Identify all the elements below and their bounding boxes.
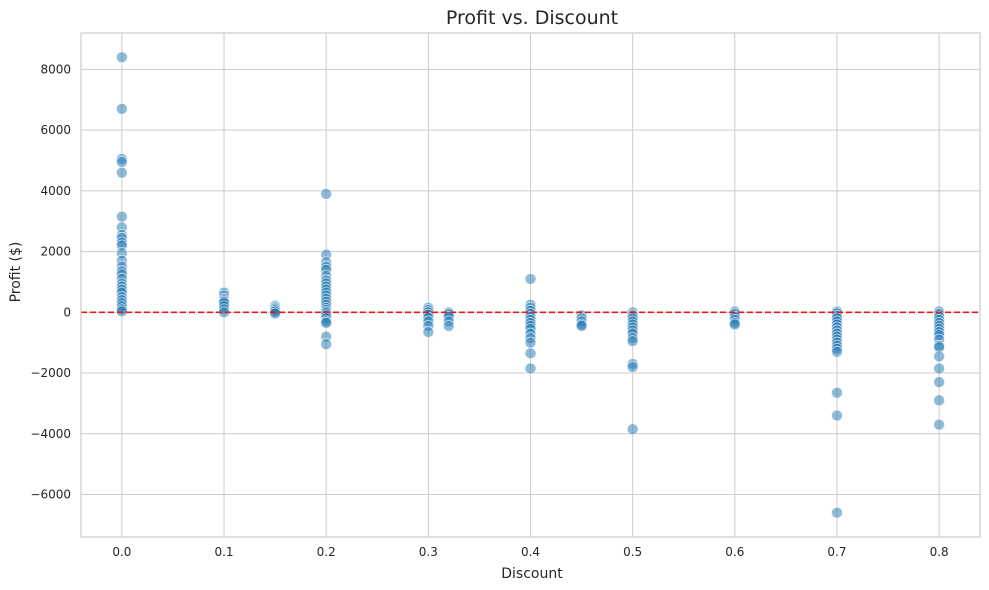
y-tick-label: 6000 xyxy=(40,123,71,137)
y-tick-label: −2000 xyxy=(30,366,71,380)
x-tick-label: 0.0 xyxy=(112,545,131,559)
y-tick-label: 8000 xyxy=(40,62,71,76)
x-gridlines xyxy=(121,33,940,537)
y-axis-label: Profit ($) xyxy=(8,242,24,303)
y-tick-label: 0 xyxy=(63,305,71,319)
x-tick-label: 0.7 xyxy=(827,545,846,559)
chart-title: Profit vs. Discount xyxy=(446,7,618,29)
data-point xyxy=(320,317,333,329)
data-point xyxy=(422,326,435,338)
data-point xyxy=(115,166,128,179)
y-tick-labels: −6000 −4000 −2000 0 2000 4000 6000 8000 xyxy=(30,62,71,501)
data-point xyxy=(115,51,128,64)
y-tick-label: −6000 xyxy=(30,487,71,501)
x-tick-label: 0.6 xyxy=(725,545,744,559)
data-point xyxy=(831,386,843,399)
data-point xyxy=(626,361,639,373)
data-point xyxy=(115,210,128,223)
data-points xyxy=(115,51,946,519)
data-point xyxy=(320,338,333,351)
data-point xyxy=(115,305,128,318)
data-point xyxy=(933,394,946,407)
data-point xyxy=(442,320,455,332)
data-point xyxy=(524,273,537,285)
x-tick-label: 0.1 xyxy=(214,545,233,559)
x-axis-label: Discount xyxy=(501,566,563,582)
data-point xyxy=(728,318,741,331)
data-point xyxy=(524,347,537,360)
data-point xyxy=(320,188,333,200)
data-point xyxy=(933,376,946,389)
x-tick-label: 0.2 xyxy=(317,545,336,559)
x-tick-label: 0.3 xyxy=(419,545,438,559)
data-point xyxy=(933,362,946,375)
data-point xyxy=(831,345,843,358)
y-tick-label: −4000 xyxy=(30,427,71,441)
data-point xyxy=(626,335,639,348)
data-point xyxy=(524,362,537,375)
x-tick-label: 0.8 xyxy=(930,545,949,559)
x-tick-label: 0.5 xyxy=(623,545,642,559)
data-point xyxy=(831,506,843,519)
data-point xyxy=(575,320,588,332)
data-point xyxy=(115,156,128,168)
data-point xyxy=(115,103,128,115)
x-tick-label: 0.4 xyxy=(521,545,540,559)
x-tick-labels: 0.0 0.1 0.2 0.3 0.4 0.5 0.6 0.7 0.8 xyxy=(112,545,948,559)
data-point xyxy=(626,423,639,436)
data-point xyxy=(831,409,843,422)
plot-area-frame xyxy=(80,32,981,538)
y-tick-label: 2000 xyxy=(40,245,71,259)
data-point xyxy=(933,350,946,363)
data-point xyxy=(269,307,282,320)
data-point xyxy=(524,336,537,349)
data-point xyxy=(933,418,946,431)
y-tick-label: 4000 xyxy=(40,184,71,198)
